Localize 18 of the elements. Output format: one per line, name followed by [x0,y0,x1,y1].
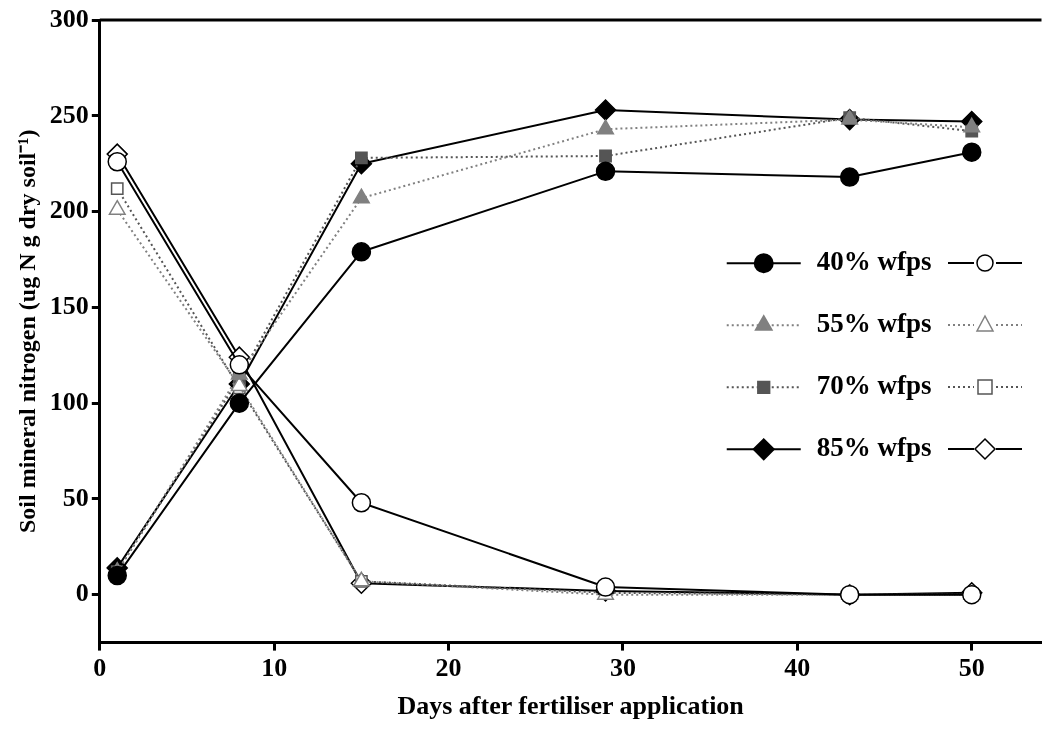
x-tick-label: 10 [261,652,288,682]
legend-label: 85% wfps [816,432,932,463]
x-tick-label: 40 [784,652,811,682]
y-tick-label: 0 [75,578,89,608]
x-tick-label: 30 [609,652,636,682]
y-axis-title: Soil mineral nitrogen (ug N g dry soil⁻¹) [13,129,40,534]
legend-label: 40% wfps [816,246,932,277]
y-tick-label: 50 [62,482,89,512]
legend-label: 70% wfps [816,370,932,401]
y-tick-label: 300 [49,3,89,33]
y-tick-label: 150 [49,291,89,321]
legend-label: 55% wfps [816,308,932,339]
y-tick-label: 200 [49,195,89,225]
x-axis-title: Days after fertiliser application [397,691,745,721]
x-tick-label: 20 [435,652,462,682]
y-tick-label: 100 [49,386,89,416]
y-tick-label: 250 [49,99,89,129]
x-tick-label: 50 [958,652,985,682]
